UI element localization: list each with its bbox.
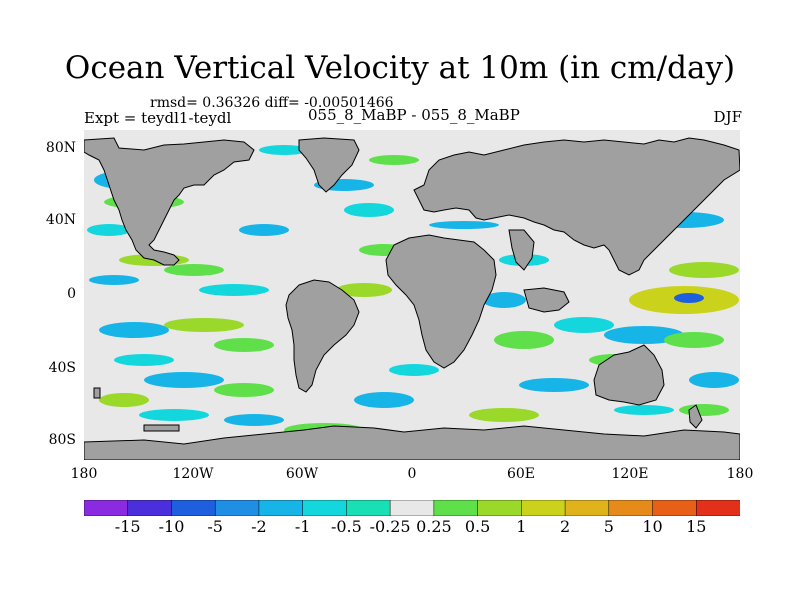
lat-tick-label: 0	[67, 286, 76, 302]
colorbar-level-label: -2	[251, 517, 267, 536]
australia	[593, 344, 665, 406]
colorbar-level-label: -0.25	[369, 517, 411, 536]
colorbar-level-label: 2	[560, 517, 571, 536]
colorbar-swatch	[84, 500, 129, 516]
colorbar-level-label: 10	[642, 517, 663, 536]
lat-tick-label: 40N	[45, 212, 76, 228]
lon-tick-label: 180	[726, 466, 754, 482]
colorbar-swatch	[214, 500, 260, 516]
colorbar-level-label: 15	[686, 517, 707, 536]
colorbar-swatch	[302, 500, 348, 516]
colorbar-swatch	[564, 500, 610, 516]
lon-tick-label: 60E	[506, 466, 536, 482]
experiment-label: Expt = teydl1-teydl	[84, 109, 232, 127]
north-america	[84, 137, 255, 266]
lon-tick-label: 180	[70, 466, 98, 482]
season-label: DJF	[713, 108, 742, 126]
colorbar-swatch	[171, 500, 216, 516]
stats-label: rmsd= 0.36326 diff= -0.00501466	[150, 95, 394, 111]
colorbar-level-label: -10	[158, 517, 185, 536]
colorbar-swatch	[258, 500, 304, 516]
lat-tick-label: 80N	[45, 140, 76, 156]
lat-tick-label: 40S	[48, 360, 76, 376]
antarctica	[84, 425, 740, 460]
colorbar-swatch	[521, 500, 566, 516]
colorbar-level-label: -1	[294, 517, 311, 536]
colorbar-level-label: 5	[603, 517, 614, 536]
lon-tick-label: 0	[407, 466, 417, 482]
lon-tick-label: 120E	[611, 466, 649, 482]
colorbar-swatch	[346, 500, 391, 516]
india	[508, 229, 535, 271]
lon-tick-label: 120W	[172, 466, 214, 482]
colorbar-swatch	[433, 500, 479, 516]
south-america	[285, 279, 360, 393]
colorbar-level-label: -5	[207, 517, 223, 536]
colorbar-swatch	[696, 500, 740, 516]
colorbar-swatch	[652, 500, 698, 516]
land-masses	[84, 137, 740, 460]
colorbar-level-label: -0.5	[330, 517, 362, 536]
colorbar	[84, 500, 740, 516]
colorbar-swatch	[477, 500, 523, 516]
colorbar-level-label: 0.5	[464, 517, 491, 536]
world-map	[84, 130, 740, 460]
map-title: Ocean Vertical Velocity at 10m (in cm/da…	[64, 50, 736, 86]
colorbar-swatch	[389, 500, 435, 516]
colorbar-level-label: 1	[516, 517, 527, 536]
island-b	[93, 387, 101, 399]
new-zealand	[688, 404, 703, 429]
lat-tick-label: 80S	[48, 432, 76, 448]
colorbar-level-label: 0.25	[416, 517, 452, 536]
eurasia	[413, 137, 740, 276]
case-label: 055_8_MaBP - 055_8_MaBP	[308, 106, 520, 124]
greenland	[298, 137, 360, 193]
lon-tick-label: 60W	[285, 466, 319, 482]
colorbar-swatch	[127, 500, 173, 516]
africa	[385, 234, 497, 369]
island-a	[143, 424, 180, 432]
colorbar-swatch	[608, 500, 654, 516]
colorbar-level-label: -15	[114, 517, 141, 536]
maritime-continent	[523, 287, 570, 313]
